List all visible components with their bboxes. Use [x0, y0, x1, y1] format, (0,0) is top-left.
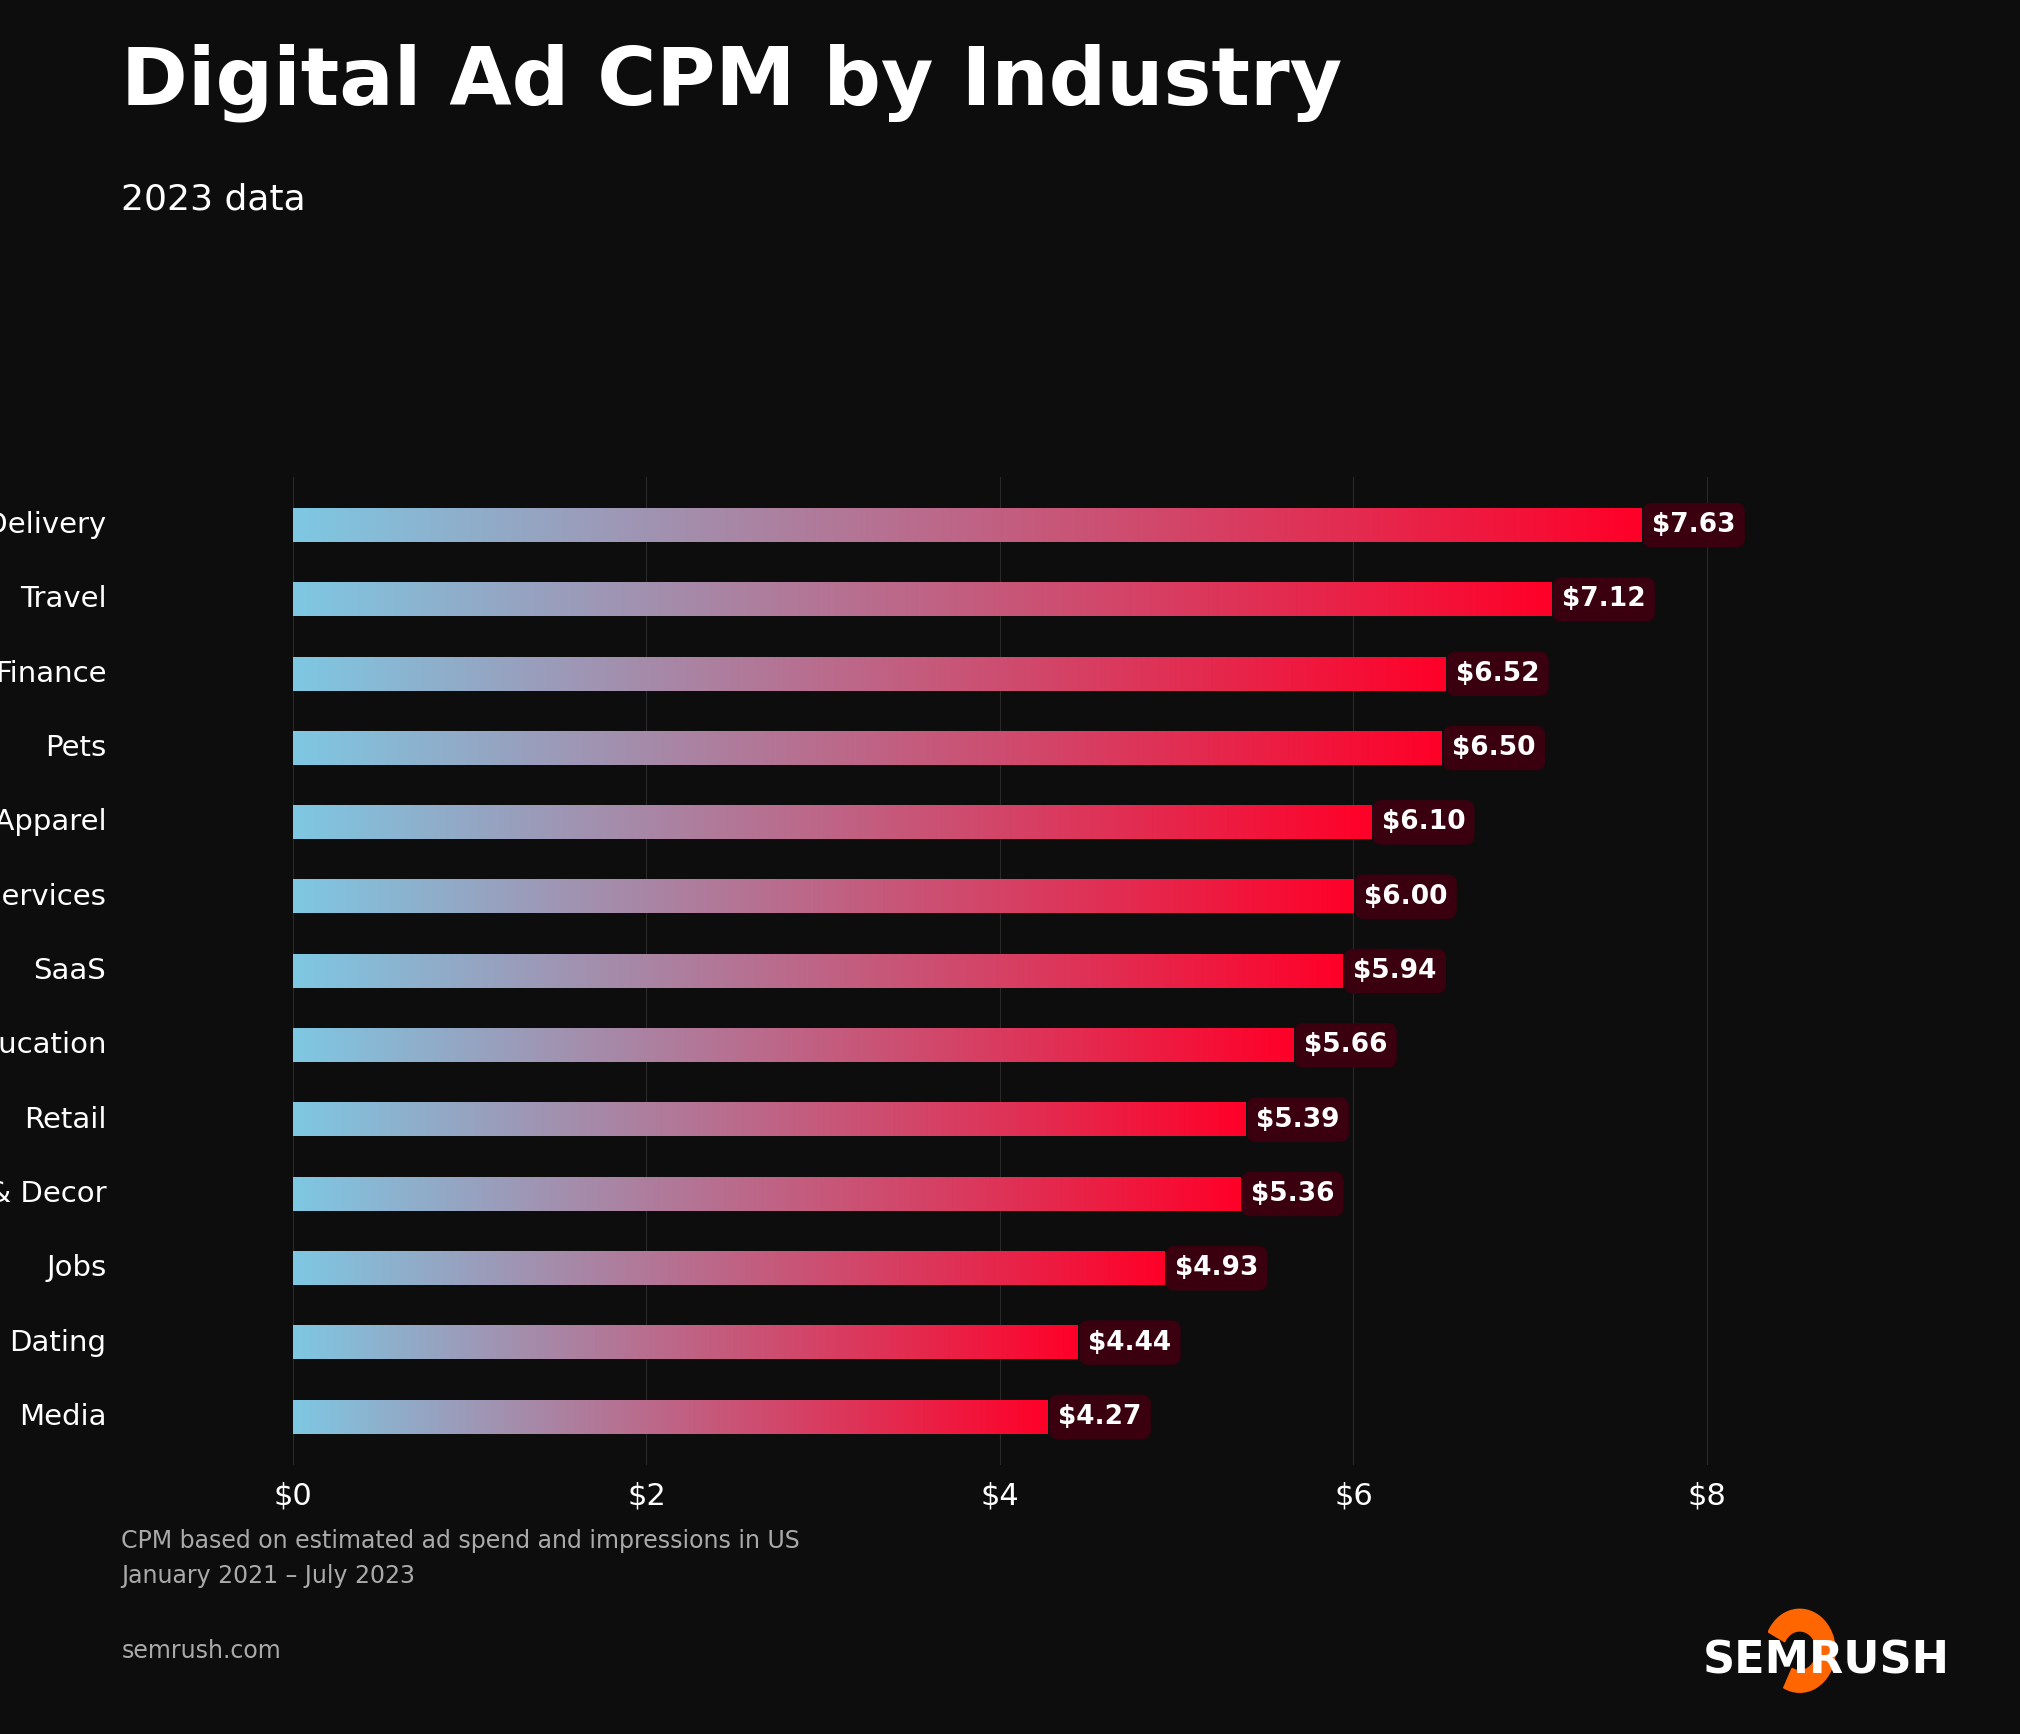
- Text: $6.00: $6.00: [1364, 884, 1448, 910]
- Text: Online Education: Online Education: [0, 1032, 107, 1059]
- Text: $6.52: $6.52: [1456, 661, 1539, 687]
- Text: Digital Ad CPM by Industry: Digital Ad CPM by Industry: [121, 43, 1343, 121]
- Text: CPM based on estimated ad spend and impressions in US: CPM based on estimated ad spend and impr…: [121, 1529, 800, 1554]
- Text: $7.12: $7.12: [1561, 586, 1646, 612]
- Text: Food Delivery: Food Delivery: [0, 512, 107, 539]
- Text: Media: Media: [18, 1403, 107, 1431]
- Text: SEMRUSH: SEMRUSH: [1703, 1640, 1949, 1682]
- Text: $6.10: $6.10: [1382, 810, 1464, 836]
- Text: Finance: Finance: [0, 659, 107, 688]
- Text: Dating: Dating: [10, 1328, 107, 1356]
- Text: $7.63: $7.63: [1652, 512, 1735, 538]
- Text: Fashion & Apparel: Fashion & Apparel: [0, 808, 107, 836]
- Text: Jobs: Jobs: [46, 1254, 107, 1283]
- Text: 2023 data: 2023 data: [121, 182, 305, 217]
- Text: Home & Decor: Home & Decor: [0, 1179, 107, 1209]
- Text: Retail: Retail: [24, 1106, 107, 1134]
- Text: $5.94: $5.94: [1353, 959, 1436, 983]
- Text: Travel: Travel: [20, 586, 107, 614]
- Text: $5.39: $5.39: [1256, 1106, 1339, 1132]
- Polygon shape: [1768, 1609, 1834, 1692]
- Text: $6.50: $6.50: [1452, 735, 1535, 761]
- Text: $4.27: $4.27: [1058, 1405, 1141, 1431]
- Text: Pets: Pets: [44, 733, 107, 763]
- Text: Streaming Services: Streaming Services: [0, 883, 107, 910]
- Text: $5.66: $5.66: [1305, 1032, 1388, 1058]
- Text: semrush.com: semrush.com: [121, 1639, 281, 1663]
- Text: $4.93: $4.93: [1176, 1255, 1258, 1281]
- Text: $4.44: $4.44: [1089, 1330, 1172, 1356]
- Text: January 2021 – July 2023: January 2021 – July 2023: [121, 1564, 416, 1588]
- Text: SaaS: SaaS: [34, 957, 107, 985]
- Text: $5.36: $5.36: [1250, 1181, 1335, 1207]
